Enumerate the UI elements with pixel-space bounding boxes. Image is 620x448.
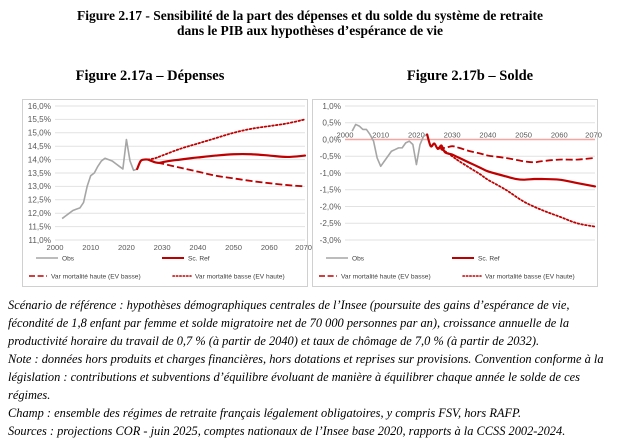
svg-text:Var mortalité basse (EV haute): Var mortalité basse (EV haute)	[485, 273, 575, 280]
svg-text:-1,5%: -1,5%	[320, 186, 341, 195]
svg-text:Var mortalité basse (EV haute): Var mortalité basse (EV haute)	[195, 273, 285, 280]
svg-text:2040: 2040	[479, 131, 496, 140]
svg-text:2060: 2060	[261, 243, 278, 252]
svg-text:2070: 2070	[585, 131, 602, 140]
svg-text:1,0%: 1,0%	[322, 102, 341, 111]
svg-text:Var mortalité haute (EV basse): Var mortalité haute (EV basse)	[341, 273, 431, 280]
svg-text:Obs: Obs	[352, 255, 365, 262]
svg-text:16,0%: 16,0%	[28, 102, 51, 111]
svg-text:2070: 2070	[295, 243, 312, 252]
svg-text:14,5%: 14,5%	[28, 142, 51, 151]
svg-text:12,0%: 12,0%	[28, 209, 51, 218]
svg-text:15,5%: 15,5%	[28, 115, 51, 124]
svg-text:2000: 2000	[337, 131, 354, 140]
svg-text:-3,0%: -3,0%	[320, 236, 341, 245]
svg-text:-1,0%: -1,0%	[320, 169, 341, 178]
svg-text:2010: 2010	[82, 243, 99, 252]
svg-text:12,5%: 12,5%	[28, 196, 51, 205]
svg-text:2020: 2020	[118, 243, 135, 252]
svg-text:2030: 2030	[154, 243, 171, 252]
svg-text:Obs: Obs	[62, 255, 75, 262]
svg-text:-2,0%: -2,0%	[320, 202, 341, 211]
svg-text:2060: 2060	[551, 131, 568, 140]
svg-text:2010: 2010	[372, 131, 389, 140]
svg-text:Var mortalité haute (EV basse): Var mortalité haute (EV basse)	[51, 273, 141, 280]
svg-text:-0,5%: -0,5%	[320, 152, 341, 161]
svg-text:-2,5%: -2,5%	[320, 219, 341, 228]
svg-text:2030: 2030	[444, 131, 461, 140]
svg-text:13,0%: 13,0%	[28, 182, 51, 191]
svg-text:2050: 2050	[515, 131, 532, 140]
svg-text:14,0%: 14,0%	[28, 155, 51, 164]
svg-text:Sc. Ref: Sc. Ref	[188, 255, 210, 262]
svg-text:13,5%: 13,5%	[28, 169, 51, 178]
svg-text:11,5%: 11,5%	[28, 222, 51, 231]
svg-text:Sc. Ref: Sc. Ref	[478, 255, 500, 262]
svg-text:2040: 2040	[189, 243, 206, 252]
svg-text:2000: 2000	[47, 243, 64, 252]
svg-text:0,5%: 0,5%	[322, 119, 341, 128]
svg-text:15,0%: 15,0%	[28, 129, 51, 138]
svg-text:2050: 2050	[225, 243, 242, 252]
